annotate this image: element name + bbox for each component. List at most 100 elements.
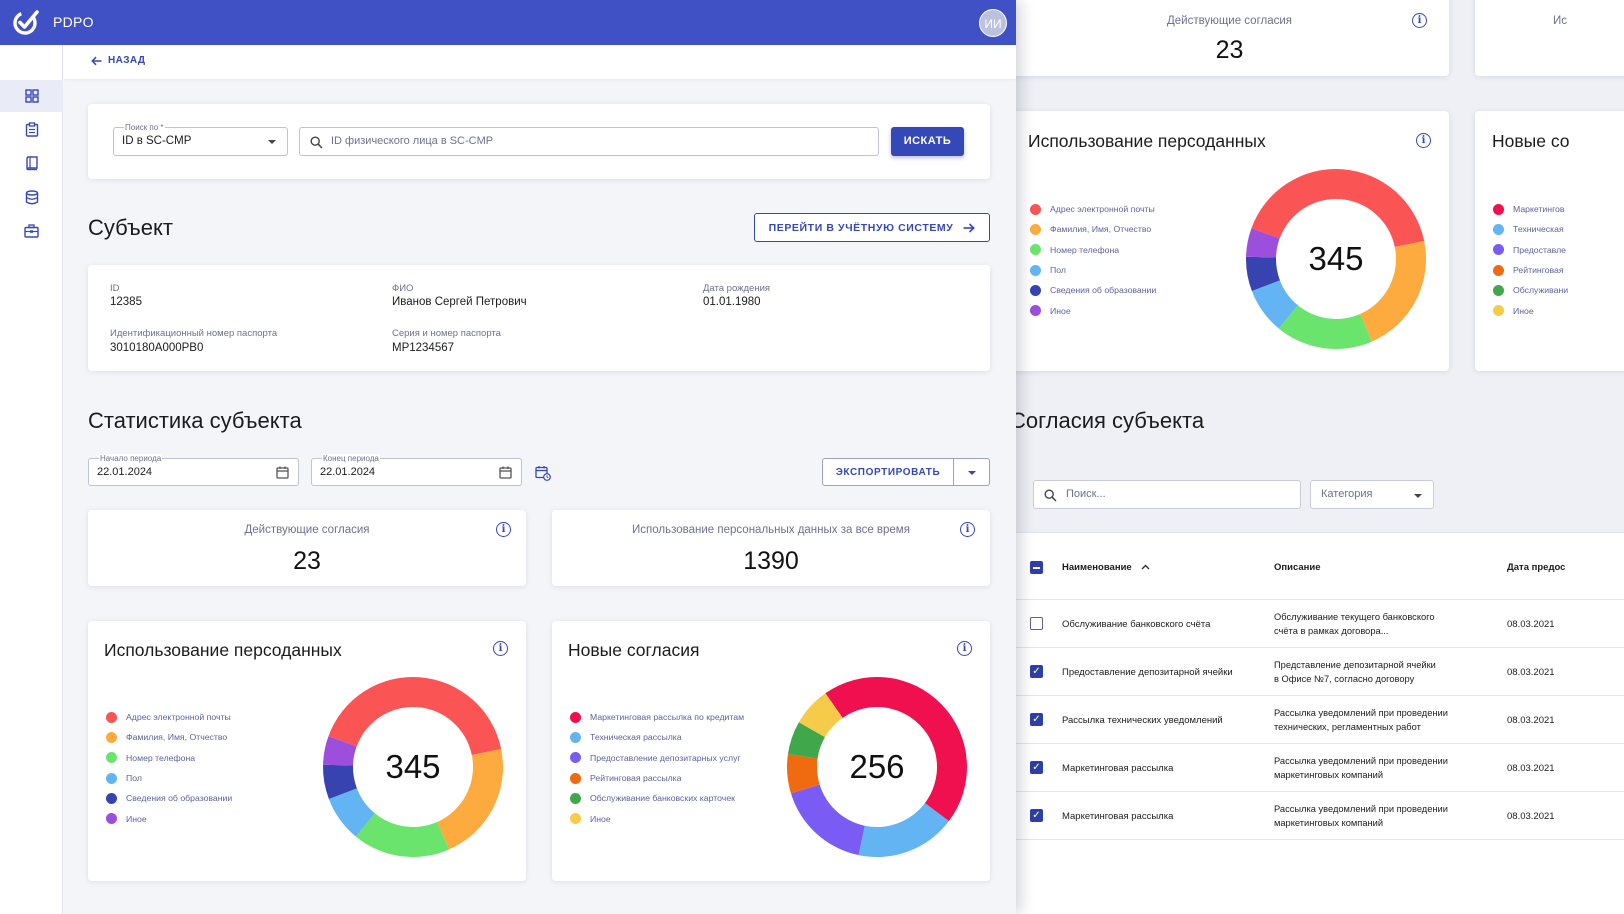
donut-total: 345 (385, 748, 441, 785)
stats-title: Статистика субъекта (88, 408, 302, 433)
table-row[interactable]: ✓ Рассылка технических уведомлений Рассылк… (1010, 696, 1624, 744)
category-select[interactable]: Категория (1310, 480, 1434, 509)
donut-slice[interactable] (355, 813, 450, 857)
info-icon[interactable]: i (496, 522, 511, 537)
sidebar-item-dashboard[interactable] (0, 80, 63, 112)
search-by-select[interactable]: Поиск по * ID в SC-CMP (113, 123, 288, 156)
row-checkbox[interactable]: ✓ (1030, 665, 1043, 678)
donut-slice[interactable] (328, 677, 502, 755)
column-name-header[interactable]: Наименование (1062, 562, 1132, 573)
legend-item: Сведения об образовании (1030, 280, 1156, 300)
table-row[interactable]: ✓ Маркетинговая рассылка Рассылка уведомле… (1010, 744, 1624, 792)
donut-slice[interactable] (1246, 228, 1280, 258)
passport-id-label: Идентификационный номер паспорта (110, 328, 278, 339)
period-end-value: 22.01.2024 (320, 466, 376, 478)
book-icon (25, 155, 38, 170)
info-icon[interactable]: i (493, 641, 508, 656)
legend-label: Предоставле (1513, 244, 1566, 255)
search-icon (1044, 489, 1057, 502)
row-checkbox[interactable]: ✓ (1030, 761, 1043, 774)
legend-label: Маркетинговая рассылка по кредитам (590, 712, 745, 723)
donut-slice[interactable] (323, 764, 357, 799)
consents-search-input[interactable]: Поиск... (1033, 480, 1301, 509)
donut-slice[interactable] (1278, 305, 1373, 349)
search-card: Поиск по * ID в SC-CMP ID физического ли… (88, 104, 990, 179)
row-description: Обслуживание текущего банковского счёта в… (1274, 610, 1435, 638)
legend-item: Рейтинговая рассылка (570, 768, 744, 788)
legend-swatch (106, 792, 117, 804)
back-button[interactable]: НАЗАД (91, 55, 145, 66)
row-description: Рассылка уведомлений при проведении марке… (1274, 802, 1448, 830)
sidebar-item-services[interactable] (0, 215, 63, 247)
info-icon[interactable]: i (1416, 133, 1431, 148)
period-start-field[interactable]: Начало периода 22.01.2024 (88, 454, 299, 486)
donut-slice[interactable] (787, 754, 820, 794)
subject-card: ID 12385 ФИО Иванов Сергей Петрович Дата… (88, 265, 990, 371)
sidebar (0, 45, 63, 914)
donut-chart: 345 (1245, 168, 1427, 350)
row-description-line: счёта в рамках договора... (1274, 626, 1389, 636)
legend-label: Обслуживание банковских карточек (590, 793, 735, 804)
info-icon[interactable]: i (957, 641, 972, 656)
background-screen: Действующие согласия 23 i Ис Использован… (1010, 0, 1624, 914)
legend-item: Иное (570, 808, 744, 828)
donut-slice[interactable] (328, 788, 375, 837)
legend-swatch (1493, 305, 1504, 317)
legend-label: Пол (1050, 265, 1066, 276)
row-description: Рассылка уведомлений при проведении марке… (1274, 754, 1448, 782)
user-avatar[interactable]: ИИ (979, 9, 1007, 37)
table-row[interactable]: ✓ Предоставление депозитарной ячейки Предс… (1010, 648, 1624, 696)
calendar-reset-icon[interactable] (535, 465, 551, 481)
active-consents-card-bg: Действующие согласия 23 i (1010, 0, 1449, 76)
row-checkbox[interactable] (1030, 617, 1043, 630)
search-placeholder: ID физического лица в SC-CMP (331, 135, 494, 147)
legend-swatch (106, 772, 117, 784)
search-button[interactable]: ИСКАТЬ (891, 127, 964, 156)
legend-item: Адрес электронной почты (106, 707, 232, 727)
donut-slice[interactable] (1251, 169, 1425, 247)
export-button[interactable]: ЭКСПОРТИРОВАТЬ (822, 458, 954, 486)
legend-label: Предоставление депозитарных услуг (590, 752, 741, 763)
sort-ascending-icon[interactable] (1141, 564, 1150, 570)
donut-slice[interactable] (798, 693, 843, 738)
sidebar-item-catalog[interactable] (0, 147, 63, 179)
donut-slice[interactable] (323, 736, 357, 766)
donut-slice[interactable] (787, 722, 825, 759)
period-end-field[interactable]: Конец периода 22.01.2024 (311, 454, 522, 486)
select-all-checkbox[interactable] (1030, 561, 1043, 574)
row-description-line: Обслуживание текущего банковского (1274, 612, 1435, 622)
goto-account-system-label: ПЕРЕЙТИ В УЧЁТНУЮ СИСТЕМУ (768, 221, 954, 234)
row-checkbox[interactable]: ✓ (1030, 713, 1043, 726)
legend-swatch (1030, 284, 1041, 296)
donut-slice[interactable] (825, 677, 967, 822)
donut-slice[interactable] (437, 748, 503, 850)
donut-slice[interactable] (1246, 256, 1280, 291)
calendar-icon[interactable] (499, 466, 512, 479)
row-date: 08.03.2021 (1507, 811, 1555, 822)
table-row[interactable]: ✓ Маркетинговая рассылка Рассылка уведомле… (1010, 792, 1624, 840)
sidebar-item-data[interactable] (0, 181, 63, 213)
info-icon[interactable]: i (960, 522, 975, 537)
row-checkbox[interactable]: ✓ (1030, 809, 1043, 822)
donut-slice[interactable] (858, 803, 949, 857)
donut-slice[interactable] (1251, 280, 1298, 329)
goto-account-system-button[interactable]: ПЕРЕЙТИ В УЧЁТНУЮ СИСТЕМУ (754, 213, 990, 242)
table-row[interactable]: Обслуживание банковского счёта Обслуживан… (1010, 600, 1624, 648)
search-input[interactable]: ID физического лица в SC-CMP (299, 127, 879, 156)
app-logo-icon[interactable] (12, 9, 39, 36)
legend-item: Обслуживание банковских карточек (570, 788, 744, 808)
donut-slice[interactable] (790, 784, 865, 856)
row-name: Обслуживание банковского счёта (1062, 619, 1211, 630)
info-icon[interactable]: i (1412, 13, 1427, 28)
legend-swatch (106, 813, 117, 825)
calendar-icon[interactable] (276, 466, 289, 479)
legend-swatch (570, 792, 581, 804)
legend-item: Сведения об образовании (106, 788, 232, 808)
legend-item: Номер телефона (1030, 240, 1156, 260)
back-label: НАЗАД (108, 55, 146, 66)
donut-slice[interactable] (1360, 240, 1426, 342)
sidebar-item-consents[interactable] (0, 113, 63, 145)
export-dropdown-button[interactable] (953, 458, 990, 486)
top-app-bar: PDPO ИИ (0, 0, 1016, 45)
legend-swatch (106, 731, 117, 743)
